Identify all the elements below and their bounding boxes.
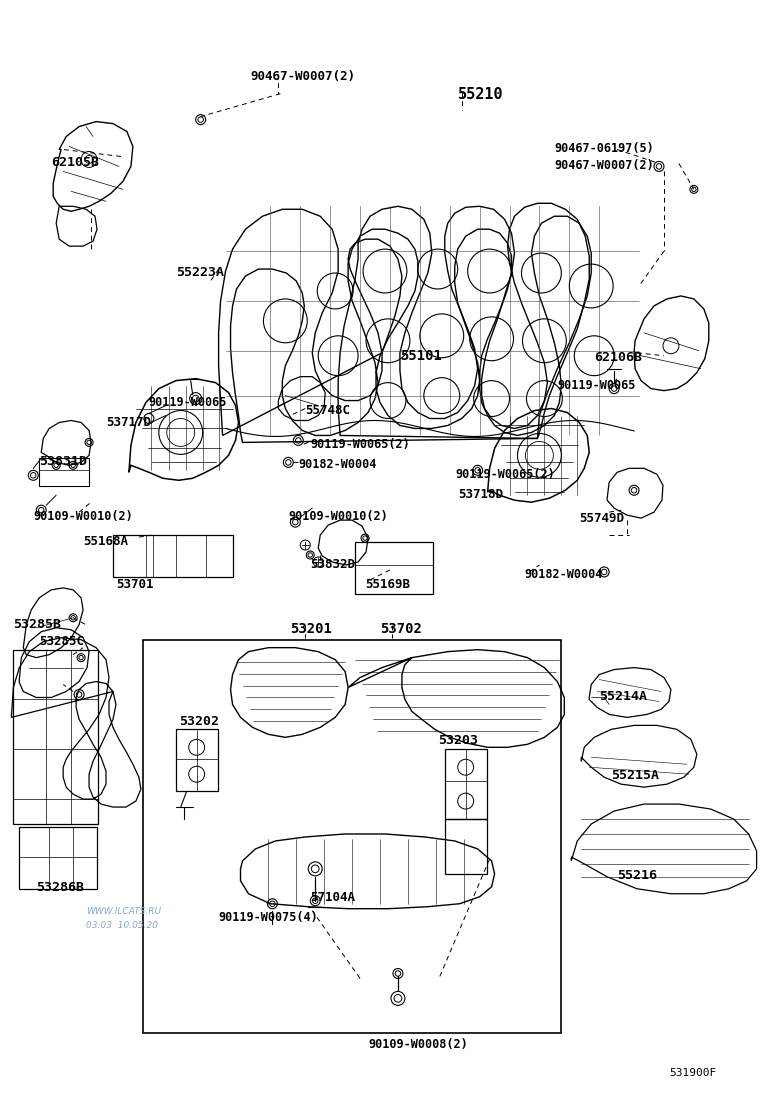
- Bar: [19, 827, 97, 888]
- Text: 90467-W0007(2): 90467-W0007(2): [554, 159, 654, 172]
- Bar: [355, 542, 432, 594]
- Bar: [176, 729, 217, 791]
- Text: 90109-W0010(2): 90109-W0010(2): [33, 510, 133, 523]
- Bar: [113, 535, 233, 577]
- Text: 53201: 53201: [290, 622, 332, 636]
- Text: 03:03  10.05.20: 03:03 10.05.20: [86, 921, 158, 930]
- Text: 62105B: 62105B: [51, 157, 100, 169]
- Text: 90109-W0008(2): 90109-W0008(2): [368, 1039, 468, 1051]
- Text: 531900F: 531900F: [669, 1069, 716, 1079]
- Text: 53285B: 53285B: [14, 618, 62, 631]
- Text: 53701: 53701: [116, 578, 154, 590]
- Text: 55210: 55210: [458, 87, 503, 101]
- Bar: [40, 458, 89, 486]
- Text: 55169B: 55169B: [365, 578, 410, 590]
- Text: 62106B: 62106B: [594, 350, 642, 364]
- Text: WWW.ILCATS.RU: WWW.ILCATS.RU: [86, 906, 161, 915]
- Text: 55749D: 55749D: [579, 513, 624, 525]
- Text: 55214A: 55214A: [599, 689, 648, 703]
- Text: 90467-06197(5): 90467-06197(5): [554, 141, 654, 155]
- Text: 90119-W0065: 90119-W0065: [557, 379, 635, 391]
- Text: 90119-W0065(2): 90119-W0065(2): [456, 468, 556, 481]
- Text: 53717D: 53717D: [106, 416, 151, 428]
- Text: 90119-W0065(2): 90119-W0065(2): [310, 438, 410, 451]
- Text: 55223A: 55223A: [176, 266, 223, 279]
- Text: 53702: 53702: [380, 622, 422, 636]
- Text: 90467-W0007(2): 90467-W0007(2): [251, 70, 356, 82]
- Text: 53285C: 53285C: [40, 635, 84, 647]
- Text: 53286B: 53286B: [36, 881, 84, 894]
- Text: 53718D: 53718D: [458, 488, 502, 502]
- Text: 55101: 55101: [400, 349, 442, 363]
- Text: 90119-W0065: 90119-W0065: [149, 396, 227, 408]
- Text: 53202: 53202: [179, 715, 219, 728]
- Bar: [14, 649, 98, 824]
- Bar: [445, 749, 486, 820]
- Text: 90109-W0010(2): 90109-W0010(2): [288, 510, 388, 523]
- Bar: [445, 820, 486, 874]
- Text: 55215A: 55215A: [611, 770, 659, 782]
- Text: 90119-W0075(4): 90119-W0075(4): [219, 911, 318, 924]
- Text: 53832D: 53832D: [310, 558, 355, 570]
- Text: 57104A: 57104A: [310, 891, 355, 904]
- Text: 90182-W0004: 90182-W0004: [298, 458, 377, 471]
- Text: 53831D: 53831D: [40, 456, 87, 468]
- Text: 90182-W0004: 90182-W0004: [524, 568, 603, 580]
- Text: 55216: 55216: [617, 868, 657, 882]
- Text: 53203: 53203: [438, 734, 478, 747]
- Text: 55748C: 55748C: [306, 404, 350, 417]
- Text: 55168A: 55168A: [83, 535, 128, 548]
- Bar: [143, 639, 562, 1033]
